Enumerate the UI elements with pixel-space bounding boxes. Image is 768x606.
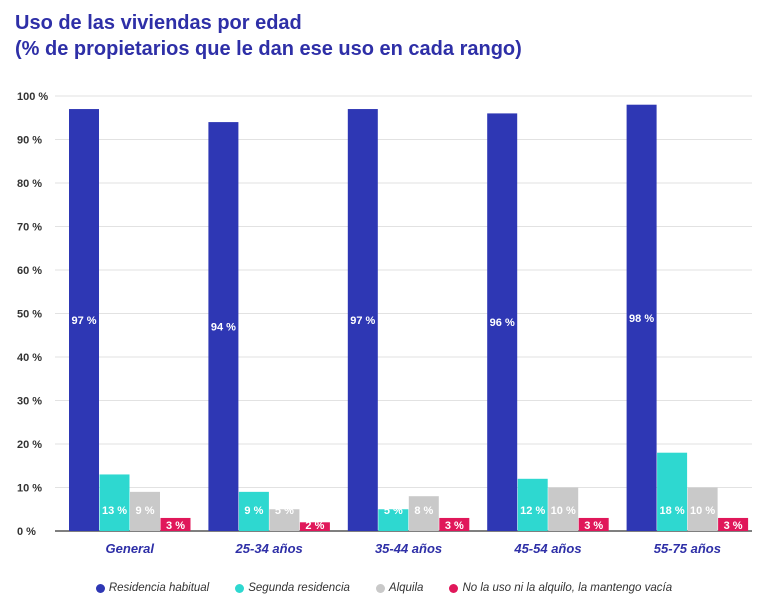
legend-item-vacia: No la uso ni la alquilo, la mantengo vac…: [449, 582, 672, 594]
y-tick-label: 50 %: [17, 309, 42, 321]
data-label: 2 %: [305, 520, 324, 532]
bar: [548, 487, 579, 531]
bar: [378, 509, 409, 531]
y-tick-label: 10 %: [17, 483, 42, 495]
chart-title: Uso de las viviendas por edad (% de prop…: [15, 10, 522, 62]
data-label: 18 %: [660, 505, 685, 517]
bar: [130, 491, 160, 531]
y-tick-label: 30 %: [17, 396, 42, 408]
x-tick-label: General: [106, 541, 155, 556]
data-label: 13 %: [102, 505, 127, 517]
bars: 97 % 13 % 9 % 3 % 94 % 9 % 5 % 2 % 97 % 5 % 8 % 3 %…: [69, 104, 749, 532]
bar: [657, 452, 688, 531]
bar: [99, 474, 130, 531]
data-label: 3 %: [724, 520, 743, 532]
legend-item-alquila: Alquila: [375, 582, 424, 594]
data-label: 3 %: [584, 520, 603, 532]
data-label: 3 %: [166, 520, 185, 532]
data-label: 97 %: [350, 315, 375, 327]
x-tick-label: 35-44 años: [375, 541, 442, 556]
bar: [347, 109, 378, 532]
x-tick-label: 45-54 años: [513, 541, 581, 556]
y-tick-label: 60 %: [17, 265, 42, 277]
data-label: 5 %: [275, 505, 294, 517]
legend-dot-residencia: [95, 583, 105, 593]
data-label: 8 %: [414, 505, 433, 517]
legend-label-segunda: Segunda residencia: [248, 582, 350, 594]
data-label: 5 %: [384, 505, 403, 517]
bar: [269, 509, 300, 531]
data-label: 96 %: [490, 317, 515, 329]
data-label: 9 %: [136, 505, 155, 517]
data-label: 12 %: [520, 505, 545, 517]
data-label: 97 %: [71, 315, 96, 327]
bar: [208, 122, 239, 531]
y-tick-label: 70 %: [17, 222, 42, 234]
y-tick-label: 20 %: [17, 439, 42, 451]
bar: [408, 496, 439, 531]
legend-dot-alquila: [375, 583, 385, 593]
bar: [487, 113, 518, 532]
data-label: 10 %: [690, 505, 715, 517]
bar: [299, 522, 330, 531]
bar: [439, 517, 470, 531]
chart-title-line-2: (% de propietarios que le dan ese uso en…: [15, 38, 522, 60]
bar: [687, 487, 718, 531]
y-axis-ticks: 0 % 10 % 20 % 30 % 40 % 50 % 60 % 70 % 80 % 90 % 1…: [17, 91, 48, 538]
bar: [517, 478, 548, 531]
legend-label-residencia: Residencia habitual: [108, 582, 210, 594]
bar: [238, 491, 269, 531]
bar: [578, 517, 609, 531]
chart-title-line-1: Uso de las viviendas por edad: [15, 12, 302, 34]
y-tick-label: 100 %: [17, 91, 48, 103]
y-tick-label: 0 %: [17, 526, 36, 538]
legend-dot-vacia: [449, 583, 459, 593]
y-tick-label: 90 %: [17, 135, 42, 147]
data-label: 9 %: [244, 505, 263, 517]
legend: Residencia habitual Segunda residencia A…: [0, 582, 768, 594]
data-label: 98 %: [629, 313, 654, 325]
legend-item-segunda: Segunda residencia: [235, 582, 350, 594]
bar: [626, 104, 657, 531]
legend-dot-segunda: [235, 583, 245, 593]
data-label: 94 %: [211, 322, 236, 334]
bar: [69, 109, 99, 532]
x-tick-label: 25-34 años: [235, 541, 303, 556]
x-tick-label: 55-75 años: [654, 541, 721, 556]
x-axis-labels: General 25-34 años 35-44 años 45-54 años 55-…: [106, 541, 721, 556]
data-label: 3 %: [445, 520, 464, 532]
legend-label-alquila: Alquila: [388, 582, 424, 594]
data-label: 10 %: [551, 505, 576, 517]
legend-item-residencia: Residencia habitual: [95, 582, 210, 594]
bar: [160, 517, 191, 531]
legend-label-vacia: No la uso ni la alquilo, la mantengo vac…: [462, 582, 673, 594]
bar: [718, 517, 749, 531]
y-tick-label: 80 %: [17, 178, 42, 190]
y-tick-label: 40 %: [17, 352, 42, 364]
